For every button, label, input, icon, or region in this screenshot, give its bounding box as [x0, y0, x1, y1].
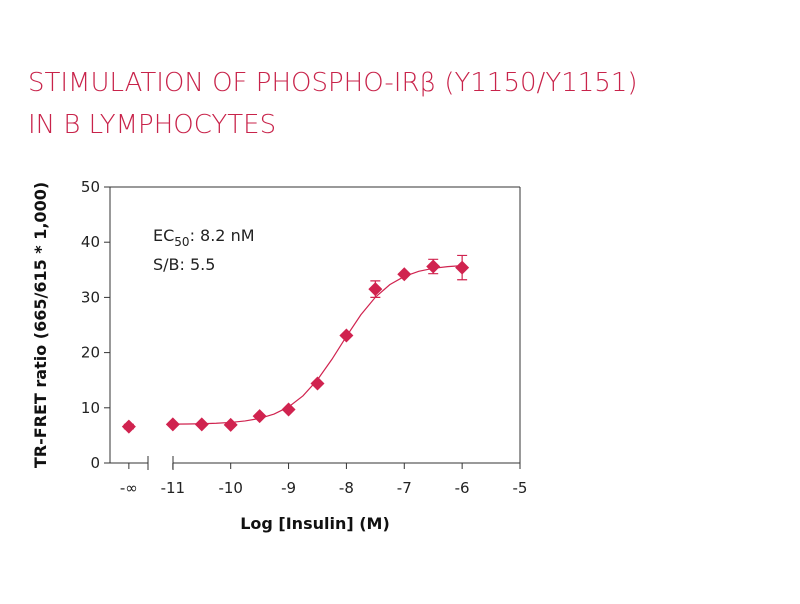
- data-point: [252, 409, 267, 424]
- y-axis-label: TR-FRET ratio (665/615 * 1,000): [31, 182, 50, 468]
- fit-curve: [172, 265, 463, 425]
- x-tick-label: -6: [455, 479, 470, 497]
- x-tick-label: -∞: [120, 479, 138, 497]
- data-point: [194, 417, 209, 432]
- data-point: [455, 260, 470, 275]
- x-tick-label: -10: [218, 479, 243, 497]
- y-tick-label: 10: [81, 399, 100, 417]
- annotation: : 8.2 nM: [190, 226, 255, 245]
- annotation: EC: [153, 226, 174, 245]
- y-tick-label: 40: [81, 233, 100, 251]
- x-tick-label: -9: [281, 479, 296, 497]
- y-tick-label: 0: [90, 454, 100, 472]
- y-tick-label: 50: [81, 178, 100, 196]
- x-axis-label: Log [Insulin] (M): [240, 514, 390, 533]
- data-point: [310, 376, 325, 391]
- data-point: [165, 417, 180, 432]
- chart-title: STIMULATION OF PHOSPHO-IRβ (Y1150/Y1151): [28, 68, 638, 98]
- data-point: [223, 417, 238, 432]
- chart-title: IN B LYMPHOCYTES: [28, 110, 276, 140]
- data-point: [426, 259, 441, 274]
- data-point: [281, 402, 296, 417]
- x-tick-label: -5: [513, 479, 528, 497]
- annotation: 50: [174, 235, 189, 249]
- data-point: [368, 282, 383, 297]
- annotation: EC50: 8.2 nM: [153, 226, 255, 249]
- x-tick-label: -7: [397, 479, 412, 497]
- data-point: [339, 328, 354, 343]
- data-point: [397, 267, 412, 282]
- y-tick-label: 30: [81, 288, 100, 306]
- y-tick-label: 20: [81, 344, 100, 362]
- x-tick-label: -11: [161, 479, 186, 497]
- x-tick-label: -8: [339, 479, 354, 497]
- data-point: [121, 419, 136, 434]
- annotation: S/B: 5.5: [153, 255, 215, 274]
